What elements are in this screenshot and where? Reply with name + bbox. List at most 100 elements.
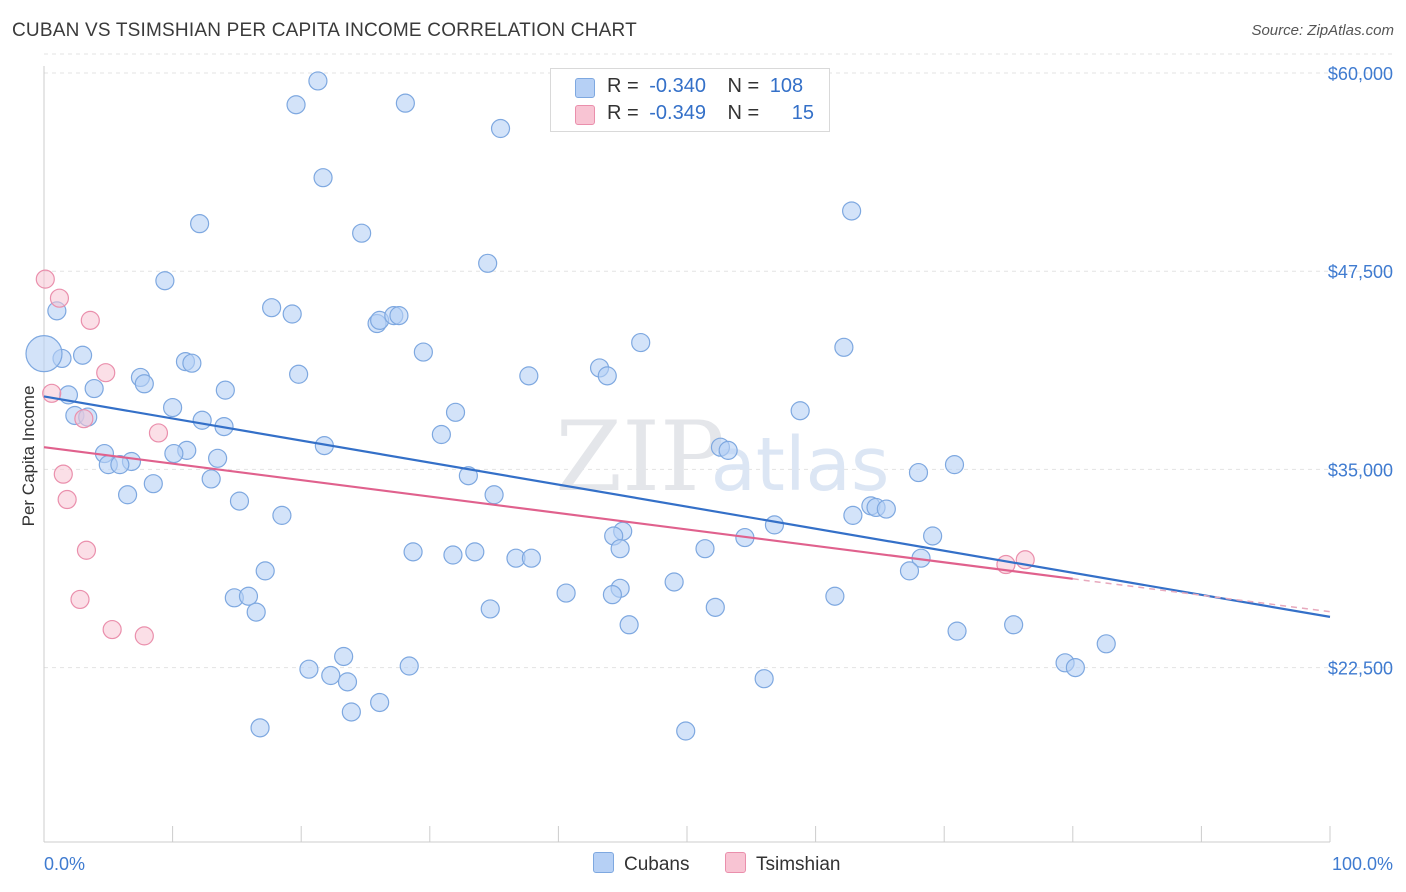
n-label: N = bbox=[727, 102, 760, 124]
cubans-point bbox=[250, 718, 270, 738]
bottom-legend-cubans: Cubans bbox=[593, 852, 690, 876]
y-axis-label: Per Capita Income bbox=[19, 386, 38, 527]
cubans-point bbox=[289, 364, 309, 384]
cubans-point bbox=[134, 374, 154, 394]
cubans-trend-line bbox=[43, 395, 1331, 618]
cubans-point bbox=[299, 659, 319, 679]
y-tick-label: $47,500 bbox=[1328, 262, 1393, 282]
cubans-point bbox=[834, 337, 854, 357]
n-label: N = bbox=[727, 75, 760, 97]
cubans-point bbox=[923, 526, 943, 546]
cubans-point bbox=[341, 702, 361, 722]
cubans-point bbox=[631, 332, 651, 353]
cubans-point bbox=[110, 455, 130, 475]
cubans-point bbox=[602, 585, 623, 605]
stats-legend: R = -0.340 N = 108 R = -0.349 N = 15 bbox=[550, 68, 830, 132]
cubans-point bbox=[1096, 634, 1116, 654]
cubans-swatch bbox=[575, 78, 595, 98]
cubans-point bbox=[164, 443, 184, 464]
cubans-point bbox=[619, 615, 639, 635]
y-tick-label: $22,500 bbox=[1328, 659, 1393, 679]
cubans-point bbox=[705, 597, 725, 617]
y-tick-label: $35,000 bbox=[1328, 460, 1393, 480]
cubans-point bbox=[825, 586, 845, 606]
chart-title: CUBAN VS TSIMSHIAN PER CAPITA INCOME COR… bbox=[12, 20, 637, 41]
watermark-atlas: atlas bbox=[711, 422, 890, 508]
tsimshian-point bbox=[49, 288, 70, 308]
cubans-point bbox=[431, 424, 451, 445]
cubans-point bbox=[182, 353, 202, 373]
cubans-point bbox=[255, 561, 275, 581]
axes bbox=[43, 66, 1331, 843]
cubans-point bbox=[246, 602, 266, 622]
cubans-point bbox=[395, 93, 415, 113]
cubans-point bbox=[208, 448, 228, 468]
cubans-point bbox=[334, 646, 354, 667]
tsimshian-point bbox=[96, 363, 116, 383]
cubans-legend-swatch bbox=[593, 852, 614, 873]
cubans-point bbox=[790, 401, 810, 421]
tsimshian-point bbox=[57, 489, 77, 510]
bottom-legend-tsimshian: Tsimshian bbox=[725, 852, 840, 876]
grid-lines bbox=[44, 53, 1395, 669]
cubans-point bbox=[143, 474, 163, 494]
tsimshian-point bbox=[76, 540, 97, 560]
x-tick-label-end: 100.0% bbox=[1332, 854, 1393, 874]
tsimshian-r-value: -0.349 bbox=[649, 102, 706, 124]
tsimshian-point bbox=[35, 269, 55, 289]
watermark-zip: ZIP bbox=[555, 401, 724, 513]
cubans-point bbox=[321, 665, 341, 686]
cubans-point bbox=[597, 366, 617, 386]
cubans-point bbox=[664, 572, 684, 592]
cubans-point bbox=[262, 298, 282, 318]
cubans-point bbox=[215, 380, 235, 400]
y-tick-label: $60,000 bbox=[1328, 64, 1393, 84]
cubans-point bbox=[117, 485, 138, 505]
cubans-point bbox=[484, 485, 504, 505]
cubans-point bbox=[695, 539, 715, 559]
source-credit: Source: ZipAtlas.com bbox=[1251, 22, 1394, 39]
cubans-point bbox=[610, 539, 630, 559]
tsimshian-point bbox=[148, 423, 169, 443]
cubans-point bbox=[163, 397, 183, 418]
tsimshian-legend-label: Tsimshian bbox=[756, 854, 841, 875]
cubans-point bbox=[899, 561, 920, 581]
cubans-point bbox=[389, 306, 409, 326]
cubans-point bbox=[190, 214, 210, 234]
tsimshian-point bbox=[74, 409, 94, 429]
cubans-point bbox=[908, 462, 929, 483]
cubans-point bbox=[480, 599, 500, 619]
cubans-point bbox=[458, 466, 478, 486]
tsimshian-trend-line bbox=[43, 446, 1073, 580]
cubans-point bbox=[308, 71, 328, 91]
cubans-point bbox=[399, 656, 419, 676]
cubans-point bbox=[370, 692, 390, 713]
tsimshian-legend-swatch bbox=[725, 852, 746, 873]
cubans-n-value: 108 bbox=[769, 75, 804, 97]
cubans-point bbox=[84, 378, 104, 399]
cubans-point bbox=[1065, 657, 1085, 678]
cubans-points bbox=[25, 71, 1116, 741]
tsimshian-n-value: 15 bbox=[791, 102, 815, 124]
axis-labels: $22,500 $35,000 $47,500 $60,000 0.0% 100.0% Pe… bbox=[19, 64, 1393, 874]
tsimshian-point bbox=[134, 626, 154, 646]
tsimshian-point bbox=[102, 619, 122, 640]
trend-lines bbox=[43, 395, 1331, 618]
x-tick-label-start: 0.0% bbox=[44, 854, 85, 874]
cubans-point bbox=[1004, 615, 1024, 635]
cubans-point bbox=[192, 410, 212, 430]
cubans-point bbox=[443, 545, 463, 565]
cubans-point bbox=[413, 342, 433, 362]
cubans-point bbox=[272, 505, 292, 525]
cubans-point bbox=[876, 499, 896, 519]
watermark: ZIP atlas bbox=[555, 401, 889, 513]
cubans-point bbox=[754, 669, 774, 689]
tsimshian-point bbox=[53, 464, 73, 484]
cubans-point bbox=[521, 548, 541, 568]
cubans-point bbox=[718, 440, 738, 460]
cubans-point bbox=[72, 345, 93, 365]
cubans-point bbox=[282, 304, 302, 324]
cubans-point bbox=[676, 721, 696, 741]
cubans-point bbox=[445, 402, 466, 422]
